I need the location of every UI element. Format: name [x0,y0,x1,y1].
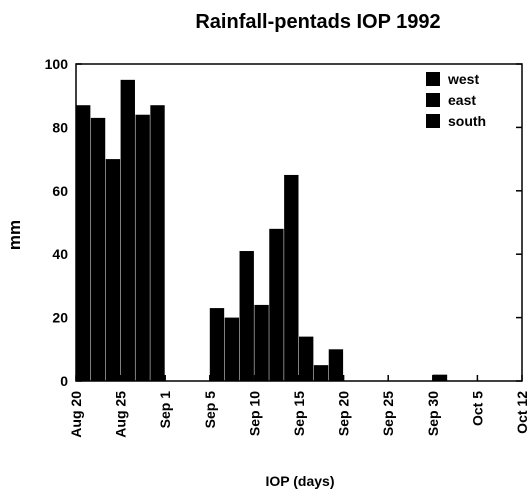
bar [105,159,121,381]
x-axis-label: IOP (days) [266,473,335,489]
x-tick-label: Aug 25 [113,391,129,438]
bar [269,228,284,381]
bar [432,374,448,381]
y-tick-label: 80 [52,119,68,135]
y-tick-label: 40 [52,246,68,262]
x-tick-label: Sep 1 [157,391,173,429]
legend-label: west [447,71,479,87]
x-tick-label: Sep 25 [380,391,396,436]
x-tick-label: Oct 5 [469,391,485,426]
bar [76,105,91,382]
y-tick-label: 0 [60,373,68,389]
legend-swatch [426,72,440,86]
chart-title: Rainfall-pentads IOP 1992 [195,11,440,33]
y-tick-label: 20 [52,310,68,326]
bar [254,304,269,381]
bar [150,105,165,382]
x-tick-label: Sep 20 [336,391,352,436]
bar [209,308,225,381]
bar [135,114,150,381]
bar [239,251,254,381]
bar [284,174,299,381]
x-tick-label: Sep 10 [246,391,262,436]
bar [328,349,344,381]
y-tick-label: 60 [52,183,68,199]
legend-label: east [448,92,476,108]
x-tick-label: Oct 12 [514,391,528,434]
legend-swatch [426,114,440,128]
bar [120,79,135,381]
x-tick-label: Sep 15 [291,391,307,436]
x-tick-label: Sep 30 [425,391,441,436]
y-tick-label: 100 [45,56,69,72]
bar [90,117,106,381]
bar [313,365,329,381]
y-axis-label: mm [5,220,24,250]
x-tick-label: Aug 20 [68,391,84,438]
x-tick-label: Sep 5 [202,391,218,429]
bar [224,317,240,381]
legend-swatch [426,93,440,107]
bar [299,336,314,381]
legend-label: south [448,113,486,129]
